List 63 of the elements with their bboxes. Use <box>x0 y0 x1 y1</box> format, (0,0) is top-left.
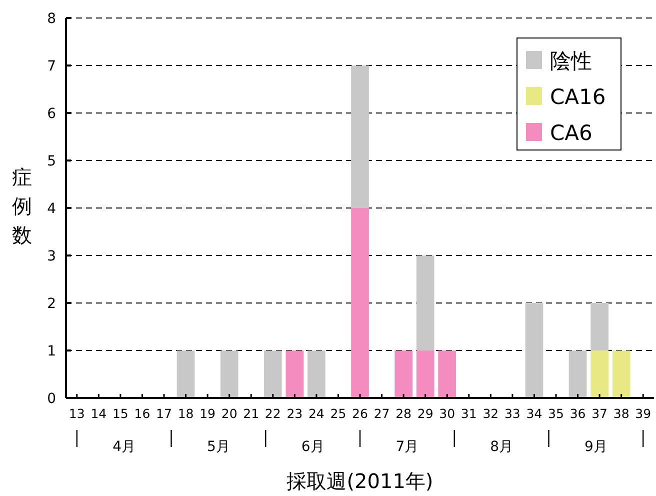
text: 9月 <box>584 439 608 455</box>
x-tick-label: 28 <box>396 406 412 421</box>
x-tick-label: 13 <box>68 406 85 421</box>
x-tick-label: 39 <box>635 406 652 421</box>
y-tick-label: 1 <box>47 344 56 360</box>
y-tick-label: 7 <box>47 58 56 74</box>
x-tick-label: 21 <box>243 406 260 421</box>
bar <box>590 303 608 350</box>
x-tick-label: 31 <box>460 406 477 421</box>
x-tick-label: 36 <box>570 406 586 421</box>
y-tick-label: 5 <box>47 154 56 170</box>
x-tick-label: 16 <box>134 406 150 421</box>
bar <box>351 66 369 208</box>
x-tick-label: 26 <box>352 406 368 421</box>
y-tick-label: 4 <box>47 201 56 217</box>
y-axis-title: 症例数 <box>12 165 32 247</box>
x-tick-label: 24 <box>308 406 324 421</box>
bar <box>394 350 412 398</box>
x-tick-label: 20 <box>221 406 238 421</box>
legend-label: CA16 <box>550 85 606 109</box>
y-tick-label: 8 <box>47 11 56 27</box>
x-tick-label: 14 <box>90 406 107 421</box>
bar <box>416 350 434 398</box>
x-tick-label: 18 <box>178 406 194 421</box>
legend-label: 陰性 <box>550 49 592 73</box>
x-tick-label: 34 <box>526 406 542 421</box>
text: 4月 <box>112 439 136 455</box>
bar <box>286 350 304 398</box>
bar <box>264 350 282 398</box>
text: 7月 <box>396 439 419 455</box>
legend-label: CA6 <box>550 121 592 145</box>
y-tick-label: 2 <box>47 296 56 312</box>
bar <box>176 350 195 398</box>
bar <box>220 350 238 398</box>
bar <box>308 350 326 398</box>
bar <box>612 350 630 398</box>
bar <box>590 350 608 398</box>
x-tick-label: 29 <box>417 406 434 421</box>
text: 5月 <box>206 439 230 455</box>
bar <box>525 303 544 398</box>
x-tick-label: 19 <box>200 406 216 421</box>
x-tick-label: 17 <box>156 406 172 421</box>
y-tick-label: 0 <box>47 391 56 407</box>
x-tick-label: 38 <box>613 406 630 421</box>
bar <box>568 350 587 398</box>
x-tick-label: 33 <box>504 406 520 421</box>
text: 6月 <box>301 439 324 455</box>
x-tick-label: 35 <box>548 406 564 421</box>
x-tick-label: 37 <box>592 406 608 421</box>
x-tick-label: 27 <box>374 406 390 421</box>
x-tick-label: 23 <box>286 406 303 421</box>
x-axis-title: 採取週(2011年) <box>286 469 434 493</box>
x-tick-label: 30 <box>439 406 456 421</box>
text: 8月 <box>490 439 514 455</box>
x-tick-label: 15 <box>112 406 128 421</box>
x-tick-label: 25 <box>330 406 346 421</box>
bar <box>351 208 369 398</box>
y-tick-label: 6 <box>47 106 56 122</box>
x-tick-label: 22 <box>264 406 281 421</box>
bar <box>416 256 434 350</box>
bar <box>438 350 456 398</box>
x-tick-label: 32 <box>482 406 499 421</box>
y-tick-label: 3 <box>47 248 56 264</box>
